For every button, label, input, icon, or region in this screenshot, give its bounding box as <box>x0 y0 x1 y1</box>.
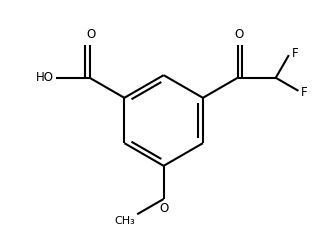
Text: O: O <box>234 28 243 41</box>
Text: O: O <box>159 202 168 215</box>
Text: O: O <box>86 28 95 41</box>
Text: CH₃: CH₃ <box>115 216 135 226</box>
Text: F: F <box>301 86 308 99</box>
Text: F: F <box>291 47 298 60</box>
Text: HO: HO <box>36 71 54 84</box>
